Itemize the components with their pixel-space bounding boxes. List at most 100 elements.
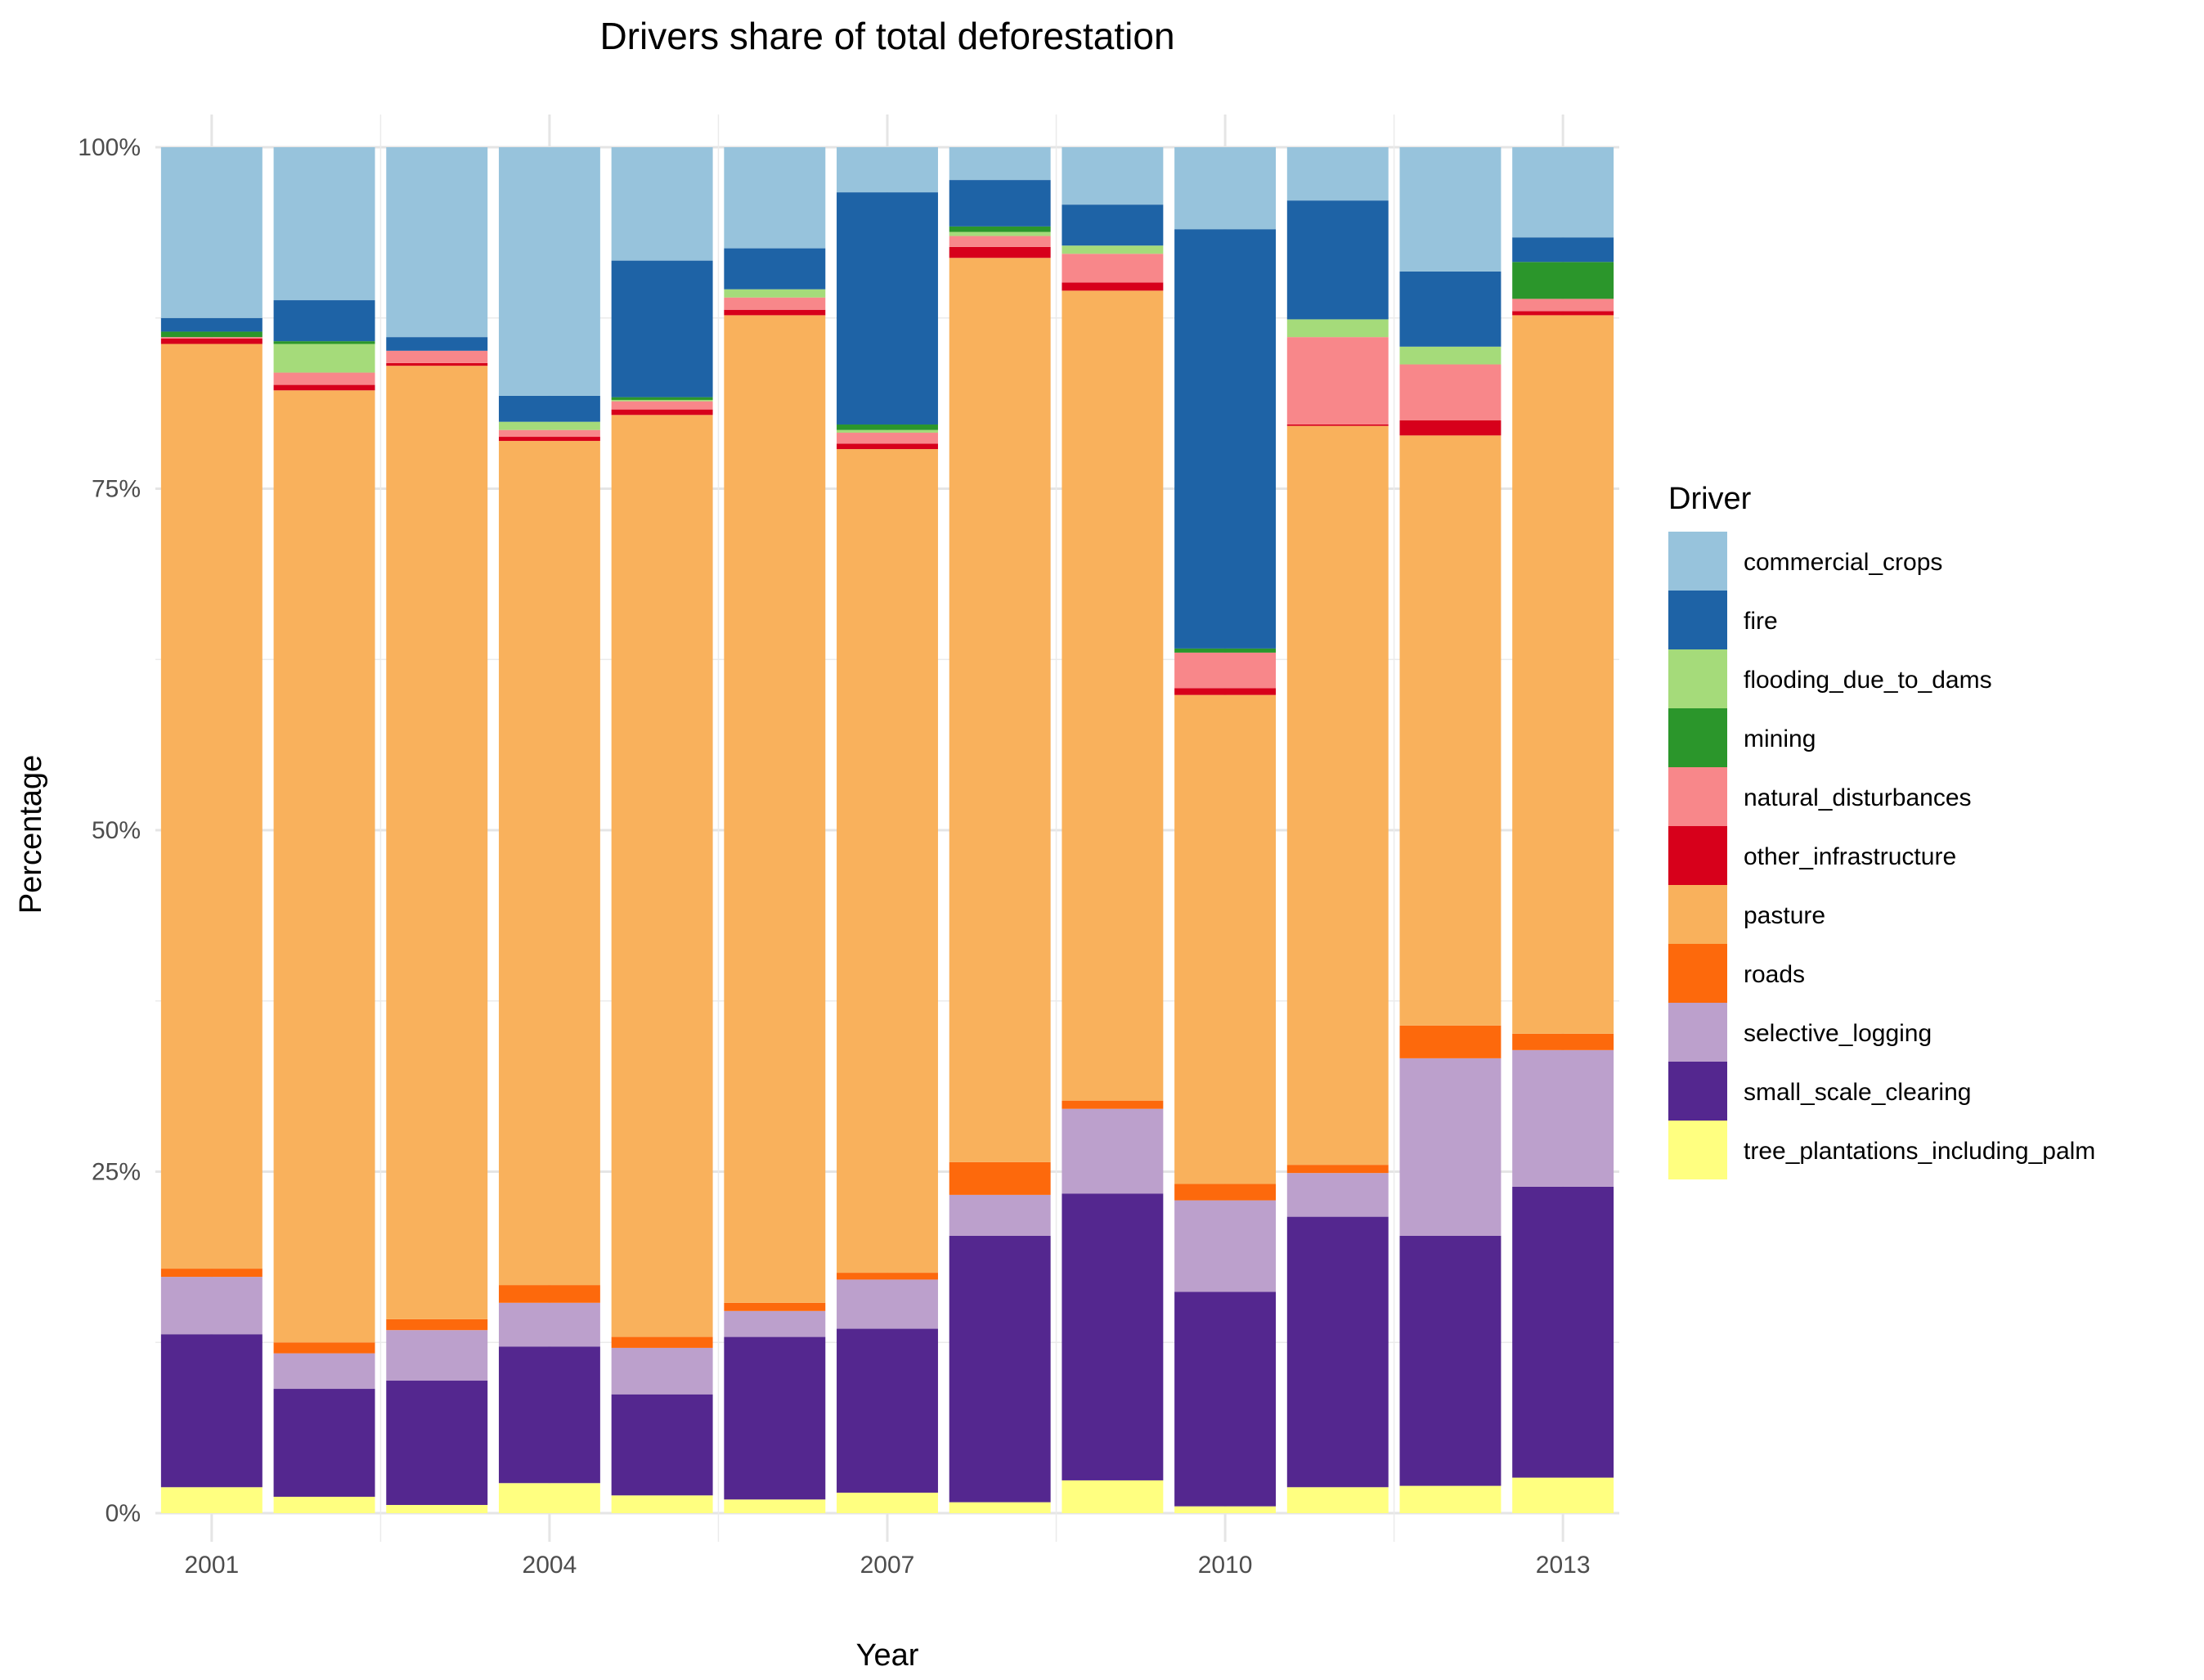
bar-segment-commercial-crops-2004 bbox=[498, 147, 600, 396]
bar-segment-mining-2002 bbox=[273, 341, 375, 344]
bar-segment-selective-logging-2001 bbox=[160, 1277, 263, 1335]
bar-segment-small-scale-clearing-2003 bbox=[386, 1381, 488, 1505]
bar-segment-mining-2008 bbox=[949, 226, 1051, 232]
bar-segment-tree-plantations-including-palm-2004 bbox=[498, 1483, 600, 1513]
bar-segment-selective-logging-2012 bbox=[1399, 1058, 1502, 1236]
bar-segment-pasture-2005 bbox=[611, 415, 713, 1337]
bar-segment-selective-logging-2007 bbox=[837, 1279, 938, 1329]
bar-segment-flooding-due-to-dams-2011 bbox=[1286, 319, 1389, 338]
x-axis-ticks: 2001 2004 2007 2010 2013 bbox=[184, 1552, 1590, 1579]
bar-segment-natural-disturbances-2013 bbox=[1512, 299, 1614, 312]
bar-segment-fire-2003 bbox=[386, 337, 488, 351]
bar-segment-other-infrastructure-2001 bbox=[160, 338, 263, 344]
bar-segment-natural-disturbances-2010 bbox=[1174, 652, 1277, 689]
bar-segment-natural-disturbances-2006 bbox=[724, 297, 826, 310]
bar-segment-other-infrastructure-2005 bbox=[611, 409, 713, 416]
legend-key-pasture bbox=[1668, 885, 1727, 944]
bar-segment-mining-2010 bbox=[1174, 648, 1277, 653]
legend-key-natural-disturbances bbox=[1668, 767, 1727, 826]
legend-label-commercial-crops: commercial_crops bbox=[1744, 549, 1942, 576]
bar-segment-other-infrastructure-2006 bbox=[724, 309, 826, 316]
bar-segment-commercial-crops-2011 bbox=[1286, 147, 1389, 201]
bar-segment-small-scale-clearing-2008 bbox=[949, 1235, 1051, 1503]
bar-segment-pasture-2012 bbox=[1399, 435, 1502, 1026]
legend-label-flooding-due-to-dams: flooding_due_to_dams bbox=[1744, 667, 1992, 694]
legend-key-roads bbox=[1668, 944, 1727, 1003]
bar-segment-selective-logging-2011 bbox=[1286, 1173, 1389, 1217]
bar-segment-natural-disturbances-2002 bbox=[273, 372, 375, 385]
bar-segment-fire-2013 bbox=[1512, 237, 1614, 263]
legend-key-small-scale-clearing bbox=[1668, 1062, 1727, 1121]
bar-segment-fire-2005 bbox=[611, 260, 713, 398]
y-tick-label: 75% bbox=[92, 476, 141, 503]
bar-segment-roads-2012 bbox=[1399, 1025, 1502, 1058]
bar-segment-natural-disturbances-2007 bbox=[837, 433, 938, 444]
bar-segment-fire-2006 bbox=[724, 248, 826, 290]
bar-segment-selective-logging-2009 bbox=[1062, 1108, 1164, 1194]
bar-segment-flooding-due-to-dams-2007 bbox=[837, 429, 938, 433]
bar-segment-roads-2002 bbox=[273, 1342, 375, 1354]
bar-segment-flooding-due-to-dams-2006 bbox=[724, 289, 826, 298]
bar-segment-fire-2001 bbox=[160, 317, 263, 332]
bar-segment-commercial-crops-2001 bbox=[160, 147, 263, 318]
bar-segment-commercial-crops-2002 bbox=[273, 147, 375, 301]
bar-segment-tree-plantations-including-palm-2003 bbox=[386, 1504, 488, 1513]
bar-segment-commercial-crops-2008 bbox=[949, 147, 1051, 181]
bar-segment-roads-2004 bbox=[498, 1285, 600, 1303]
legend-label-mining: mining bbox=[1744, 725, 1816, 752]
bar-segment-selective-logging-2003 bbox=[386, 1330, 488, 1381]
x-tick-label: 2010 bbox=[1198, 1552, 1253, 1579]
bar-segment-fire-2008 bbox=[949, 180, 1051, 227]
bar-segment-pasture-2006 bbox=[724, 315, 826, 1303]
bar-segment-flooding-due-to-dams-2008 bbox=[949, 231, 1051, 236]
bar-segment-other-infrastructure-2008 bbox=[949, 246, 1051, 258]
bar-segment-pasture-2010 bbox=[1174, 694, 1277, 1184]
bar-segment-pasture-2003 bbox=[386, 366, 488, 1319]
bar-segment-other-infrastructure-2002 bbox=[273, 384, 375, 391]
legend-label-tree-plantations-including-palm: tree_plantations_including_palm bbox=[1744, 1138, 2095, 1165]
bar-segment-roads-2013 bbox=[1512, 1033, 1614, 1050]
legend-key-other-infrastructure bbox=[1668, 826, 1727, 885]
bar-segment-commercial-crops-2013 bbox=[1512, 147, 1614, 238]
legend-label-roads: roads bbox=[1744, 961, 1805, 988]
legend-key-commercial-crops bbox=[1668, 532, 1727, 591]
bar-segment-fire-2011 bbox=[1286, 200, 1389, 320]
bar-segment-tree-plantations-including-palm-2011 bbox=[1286, 1487, 1389, 1513]
bar-segment-natural-disturbances-2011 bbox=[1286, 337, 1389, 425]
legend-key-selective-logging bbox=[1668, 1003, 1727, 1062]
bar-segment-fire-2010 bbox=[1174, 229, 1277, 649]
bar-segment-small-scale-clearing-2006 bbox=[724, 1336, 826, 1500]
bar-segment-commercial-crops-2007 bbox=[837, 147, 938, 193]
bar-segment-pasture-2007 bbox=[837, 449, 938, 1273]
y-tick-label: 0% bbox=[105, 1500, 141, 1527]
bar-segment-other-infrastructure-2003 bbox=[386, 362, 488, 366]
bar-segment-commercial-crops-2005 bbox=[611, 147, 713, 261]
bar-segment-tree-plantations-including-palm-2001 bbox=[160, 1487, 263, 1513]
bar-segment-pasture-2013 bbox=[1512, 315, 1614, 1034]
legend-key-fire bbox=[1668, 591, 1727, 649]
bar-segment-tree-plantations-including-palm-2008 bbox=[949, 1502, 1051, 1513]
bar-segment-natural-disturbances-2009 bbox=[1062, 254, 1164, 283]
legend-key-mining bbox=[1668, 708, 1727, 767]
y-tick-label: 25% bbox=[92, 1159, 141, 1186]
bar-segment-mining-2001 bbox=[160, 331, 263, 338]
bar-segment-small-scale-clearing-2001 bbox=[160, 1334, 263, 1488]
bar-segment-natural-disturbances-2005 bbox=[611, 401, 713, 410]
bar-segment-roads-2009 bbox=[1062, 1100, 1164, 1109]
bar-segment-selective-logging-2004 bbox=[498, 1302, 600, 1347]
bar-segment-roads-2011 bbox=[1286, 1165, 1389, 1174]
y-tick-label: 100% bbox=[78, 134, 141, 161]
bar-segment-pasture-2001 bbox=[160, 344, 263, 1269]
bar-segment-other-infrastructure-2004 bbox=[498, 437, 600, 442]
bar-segment-flooding-due-to-dams-2012 bbox=[1399, 346, 1502, 365]
bar-segment-small-scale-clearing-2009 bbox=[1062, 1193, 1164, 1480]
bar-segment-small-scale-clearing-2012 bbox=[1399, 1235, 1502, 1486]
bar-segment-mining-2013 bbox=[1512, 262, 1614, 299]
bar-segment-tree-plantations-including-palm-2006 bbox=[724, 1499, 826, 1513]
legend-label-fire: fire bbox=[1744, 608, 1778, 635]
y-axis-title: Percentage bbox=[14, 755, 48, 914]
bar-segment-flooding-due-to-dams-2009 bbox=[1062, 245, 1164, 254]
x-tick-label: 2004 bbox=[523, 1552, 577, 1579]
legend-label-pasture: pasture bbox=[1744, 902, 1825, 929]
bar-segment-selective-logging-2008 bbox=[949, 1194, 1051, 1236]
